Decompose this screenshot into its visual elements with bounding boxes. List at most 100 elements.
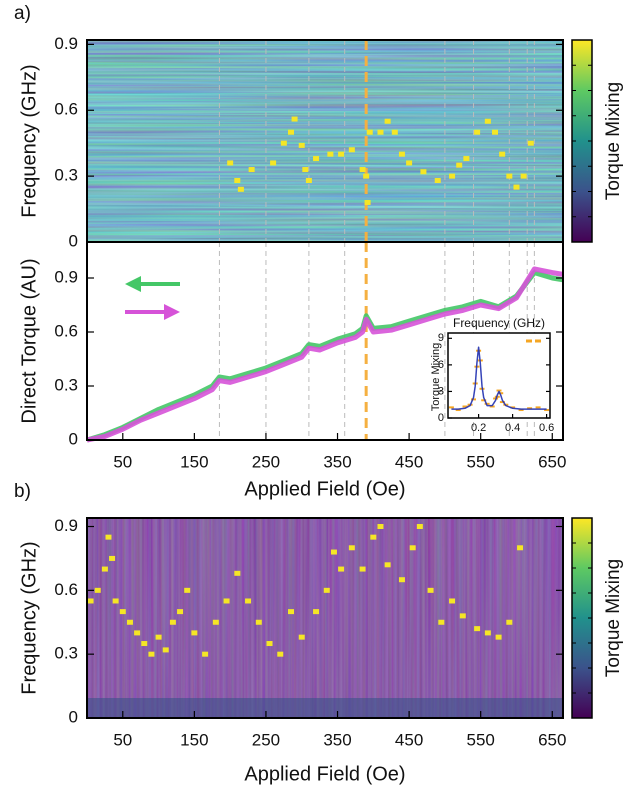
data-point [455,409,461,412]
feature [416,524,423,530]
y-tick-label: 9 [438,332,444,344]
y-tick-label: 0 [69,429,78,448]
feature [359,566,366,572]
series-line [86,266,564,443]
x-tick-label: 450 [395,452,423,471]
feature [527,140,534,146]
feature [492,129,498,135]
feature [277,651,284,657]
feature [302,167,309,173]
x-tick-label: 50 [113,452,132,471]
x-tick-label: 550 [466,452,494,471]
plot-frame [447,332,551,419]
feature [87,598,94,604]
feature [520,173,527,179]
data-point [544,409,550,412]
series-line [86,270,564,443]
y-axis-label: Torque Mixing [430,343,442,411]
x-tick-label: 350 [323,452,351,471]
feature [119,609,126,615]
feature [237,186,244,192]
feature [177,609,184,615]
feature [255,619,262,625]
feature [449,173,456,179]
feature [266,641,273,647]
feature [456,162,463,168]
feature [506,619,513,625]
feature [359,167,366,173]
panel-label: a) [14,3,31,24]
plot-frame [86,517,564,719]
data-point [496,389,502,392]
feature [248,167,255,173]
feature [348,147,355,153]
feature [377,129,384,135]
inset-background [448,333,550,418]
feature [227,160,234,166]
feature [338,566,345,572]
x-tick-label: 0.2 [471,422,486,434]
x-tick-label: 650 [538,730,566,749]
colorbar-label: Torque Mixing [603,559,624,677]
data-point [462,405,468,408]
feature [94,587,101,593]
feature [398,151,405,157]
feature [162,647,169,653]
feature [438,619,445,625]
colorbar-label: Torque Mixing [603,82,624,200]
feature [148,651,155,657]
feature [305,178,312,184]
feature [398,577,405,583]
x-tick-label: 450 [395,730,423,749]
feature [484,118,491,124]
y-tick-label: 0 [69,707,78,726]
y-axis-label: Frequency (GHz) [18,64,40,217]
data-point [481,399,487,402]
y-tick-label: 0.6 [54,321,78,340]
feature [313,609,320,615]
feature [391,129,398,135]
legend-arrow-head [125,276,141,292]
heatmap-low-band [87,698,563,718]
feature [184,587,191,593]
feature [169,619,176,625]
feature [288,609,294,615]
feature [141,641,148,647]
y-tick-label: 0 [69,231,78,250]
series-line [451,346,547,410]
feature [212,619,219,625]
x-tick-label: 0.6 [539,422,554,434]
data-point [510,406,516,409]
feature [434,178,441,184]
y-tick-label: 0.3 [54,166,78,185]
feature [406,160,413,166]
feature [323,587,330,593]
feature [363,173,370,179]
x-tick-label: 550 [466,730,494,749]
feature [327,151,334,157]
data-point [535,406,541,409]
feature [109,555,116,561]
feature [234,178,241,184]
feature [348,545,355,551]
data-point [518,409,524,412]
feature [449,598,456,604]
data-point [448,406,454,409]
feature [280,140,287,146]
x-tick-label: 350 [323,730,351,749]
data-point [489,405,495,408]
feature [330,549,337,555]
feature [298,634,305,640]
feature [463,156,470,162]
feature [364,199,371,205]
data-point [498,392,504,395]
y-tick-label: 0.3 [54,644,78,663]
feature [506,173,513,179]
feature [245,598,252,604]
feature [499,151,506,157]
inset-title: Frequency (GHz) [453,316,545,330]
y-axis-label: Frequency (GHz) [18,541,40,694]
feature [474,129,481,135]
x-tick-label: 650 [538,452,566,471]
